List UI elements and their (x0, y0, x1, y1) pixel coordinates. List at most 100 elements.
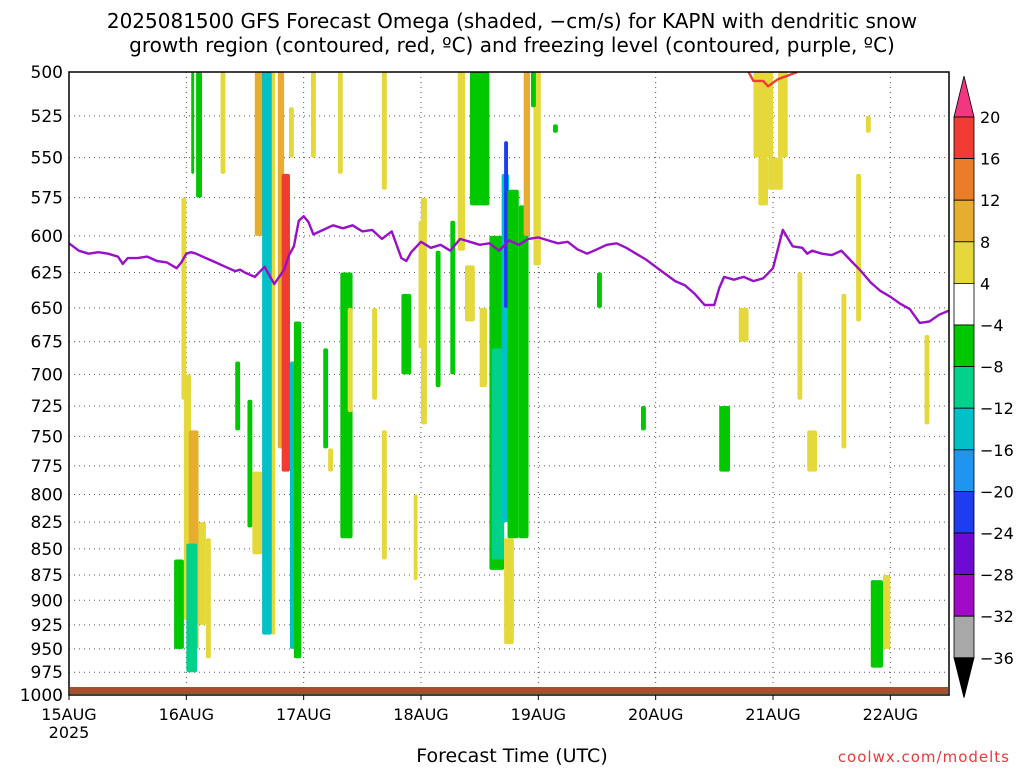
x-tick-label: 20AUG (628, 705, 683, 724)
omega-cell (924, 335, 930, 425)
omega-cell (254, 72, 265, 236)
colorbar-label: 4 (980, 274, 990, 293)
colorbar-label: −16 (980, 441, 1014, 460)
colorbar-swatch (953, 615, 975, 659)
colorbar-swatch (953, 407, 975, 451)
omega-cell (196, 72, 202, 198)
colorbar-swatch (953, 282, 975, 326)
colorbar: 20 16 12 8 4 −4 −8 −12 −16 −20 −24 −28 −32 −36 (953, 75, 1014, 698)
omega-cell (856, 173, 861, 322)
omega-cell (401, 293, 412, 375)
omega-cell (491, 348, 505, 560)
x-tick-sublabel: 2025 (49, 723, 90, 742)
x-tick-label: 18AUG (393, 705, 448, 724)
omega-cell (870, 580, 883, 668)
chart-title-line-1: 2025081500 GFS Forecast Omega (shaded, −… (106, 9, 918, 33)
ground-band-rect (70, 687, 948, 694)
y-tick-label: 575 (31, 189, 63, 209)
pressure-axis-labels: 500 525 550 575 600 625 650 675 700 725 750 775 800 8… (20, 63, 63, 706)
y-tick-label: 900 (31, 591, 63, 611)
omega-cell (347, 307, 353, 413)
y-tick-label: 650 (31, 299, 63, 319)
omega-cell (285, 307, 290, 449)
omega-shading (174, 72, 930, 673)
x-tick-label: 19AUG (511, 705, 566, 724)
omega-cell (289, 107, 294, 158)
omega-cell (247, 399, 253, 528)
colorbar-swatch (953, 574, 975, 617)
omega-cell (469, 72, 490, 206)
omega-cell (841, 293, 847, 449)
omega-cell (381, 430, 387, 560)
colorbar-swatch (953, 449, 975, 492)
y-tick-label: 975 (31, 663, 63, 683)
colorbar-swatch (953, 199, 975, 243)
omega-cell (293, 321, 302, 659)
y-tick-label: 675 (31, 333, 63, 353)
colorbar-label: 20 (980, 108, 1000, 127)
y-tick-label: 925 (31, 616, 63, 636)
omega-cell (271, 72, 276, 635)
colorbar-label: −12 (980, 399, 1014, 418)
omega-cell (328, 448, 333, 472)
colorbar-swatch (953, 490, 975, 534)
omega-cell (205, 538, 211, 659)
y-tick-label: 850 (31, 540, 63, 560)
ground-band (70, 687, 948, 694)
omega-cell (553, 124, 558, 133)
omega-cell (797, 272, 803, 400)
omega-cell (807, 430, 817, 472)
omega-cell (641, 405, 646, 431)
omega-cell (479, 307, 487, 388)
y-tick-label: 700 (31, 365, 63, 385)
omega-cell (262, 72, 272, 635)
omega-cell (220, 72, 226, 174)
y-tick-label: 800 (31, 485, 63, 505)
colorbar-label: −36 (980, 649, 1014, 668)
omega-cell (504, 141, 509, 308)
chart-title-line-2: growth region (contoured, red, ºC) and f… (129, 33, 895, 57)
omega-cell (719, 405, 730, 472)
x-tick-label: 21AUG (745, 705, 800, 724)
omega-cell (174, 559, 184, 649)
colorbar-label: 8 (980, 233, 990, 252)
colorbar-swatch (953, 241, 975, 284)
colorbar-label: 12 (980, 191, 1000, 210)
y-tick-label: 550 (31, 149, 63, 169)
colorbar-label: −4 (980, 316, 1004, 335)
y-tick-label: 950 (31, 640, 63, 660)
omega-cell (191, 72, 195, 174)
omega-cell (768, 157, 783, 190)
omega-cell (450, 220, 456, 375)
series-line (747, 72, 798, 88)
omega-cell (372, 307, 377, 400)
omega-cell (507, 189, 519, 539)
omega-cell (533, 72, 541, 266)
omega-cell (504, 538, 514, 645)
omega-cell (337, 72, 343, 174)
omega-cell (777, 72, 788, 158)
omega-cell (235, 361, 241, 431)
omega-cell (181, 197, 187, 400)
omega-cell (531, 72, 536, 108)
colorbar-label: 16 (980, 150, 1000, 169)
omega-cell (323, 348, 329, 449)
omega-cell (435, 250, 441, 388)
colorbar-swatch (953, 324, 975, 367)
colorbar-label: −20 (980, 482, 1014, 501)
omega-cell (311, 72, 316, 158)
series-line (69, 214, 949, 325)
colorbar-label: −24 (980, 524, 1014, 543)
omega-cell (381, 72, 387, 190)
x-axis-title: Forecast Time (UTC) (416, 745, 608, 767)
y-tick-label: 875 (31, 566, 63, 586)
x-tick-label: 16AUG (159, 705, 214, 724)
plot-frame (68, 71, 950, 696)
omega-cell (758, 157, 769, 206)
colorbar-top-arrow (953, 75, 975, 118)
omega-cell (421, 197, 427, 425)
colorbar-swatch (953, 158, 975, 201)
omega-cell (523, 72, 531, 236)
